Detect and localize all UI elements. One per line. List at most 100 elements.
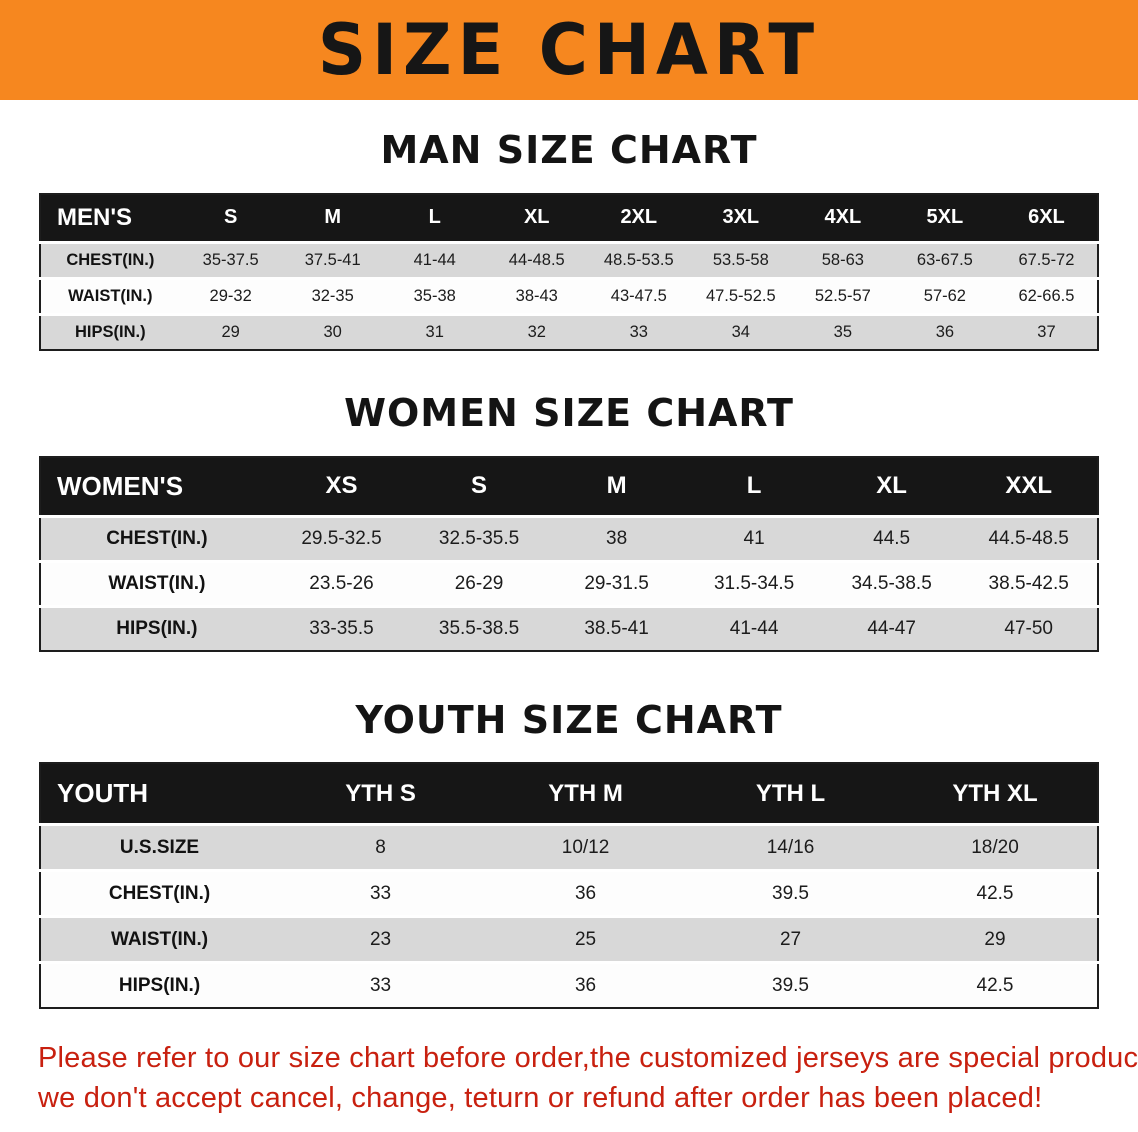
men-size-header-cell: 2XL	[620, 206, 658, 229]
size-value-cell: 33	[629, 322, 648, 341]
size-value-cell: 29-32	[209, 286, 252, 305]
page-title: SIZE CHART	[317, 8, 821, 91]
women-measure-row: WAIST(IN.) 23.5-26 26-29 29-31.5 31.5-34.5 34…	[40, 561, 1098, 607]
youth-measure-row: CHEST(IN.) 33 36 39.5 42.5	[40, 870, 1098, 917]
youth-size-header-cell: YTH M	[548, 779, 623, 807]
measure-label-cell: CHEST(IN.)	[66, 250, 155, 269]
youth-measure-row: HIPS(IN.) 33 36 39.5 42.5	[40, 962, 1098, 1009]
measure-label-cell: CHEST(IN.)	[106, 527, 208, 549]
measure-label-cell: WAIST(IN.)	[108, 572, 206, 594]
women-size-header-cell: XS	[325, 472, 358, 500]
men-size-header-cell: 6XL	[1028, 206, 1065, 229]
size-value-cell: 31.5-34.5	[713, 572, 795, 594]
measure-label-cell: HIPS(IN.)	[75, 322, 146, 341]
size-value-cell: 29	[984, 928, 1006, 950]
youth-size-chart-section: YOUTH SIZE CHART YOUTH YTH S YTH M YTH L YTH…	[0, 697, 1138, 1010]
youth-size-header-cell: YTH S	[345, 779, 416, 807]
youth-header-row: YOUTH YTH S YTH M YTH L YTH XL	[40, 763, 1098, 825]
youth-measure-row: WAIST(IN.) 23 25 27 29	[40, 916, 1098, 963]
size-value-cell: 63-67.5	[916, 250, 973, 269]
men-size-header-cell: 3XL	[722, 206, 760, 229]
size-value-cell: 32	[527, 322, 546, 341]
women-measure-row: HIPS(IN.) 33-35.5 35.5-38.5 38.5-41 41-44 44-…	[40, 606, 1098, 651]
men-measure-row: CHEST(IN.) 35-37.5 37.5-41 41-44 44-48.5 48.5…	[40, 242, 1098, 279]
size-value-cell: 48.5-53.5	[603, 250, 674, 269]
size-value-cell: 10/12	[561, 836, 610, 858]
youth-size-table: YOUTH YTH S YTH M YTH L YTH XL U.S.SIZE 8 10/12…	[39, 762, 1099, 1010]
size-value-cell: 53.5-58	[712, 250, 769, 269]
measure-label-cell: HIPS(IN.)	[118, 974, 201, 996]
size-value-cell: 44.5	[873, 527, 911, 549]
size-value-cell: 35.5-38.5	[438, 617, 520, 639]
size-value-cell: 34.5-38.5	[851, 572, 932, 594]
size-value-cell: 35-37.5	[202, 250, 259, 269]
men-size-header-cell: M	[324, 206, 342, 229]
size-value-cell: 39.5	[772, 882, 809, 904]
men-size-header-cell: XL	[523, 206, 550, 229]
disclaimer-line-2: we don't accept cancel, change, teturn o…	[38, 1081, 1043, 1114]
size-value-cell: 37	[1037, 322, 1056, 341]
size-value-cell: 62-66.5	[1018, 286, 1075, 305]
size-value-cell: 52.5-57	[814, 286, 871, 305]
size-value-cell: 29.5-32.5	[301, 527, 382, 549]
youth-size-header-cell: YTH L	[755, 779, 826, 807]
men-size-header-cell: S	[223, 206, 238, 229]
size-value-cell: 47-50	[1004, 617, 1053, 639]
size-value-cell: 33	[369, 882, 392, 904]
men-size-chart-section: MAN SIZE CHART MEN'S S M L XL 2XL 3XL 4XL 5XL 6XL…	[0, 128, 1138, 351]
women-size-header-cell: XL	[876, 472, 907, 500]
size-value-cell: 44-47	[867, 617, 916, 639]
measure-label-cell: HIPS(IN.)	[116, 617, 198, 639]
size-value-cell: 23.5-26	[309, 572, 374, 594]
men-chart-heading: MAN SIZE CHART	[380, 128, 758, 172]
measure-label-cell: WAIST(IN.)	[68, 286, 153, 305]
size-value-cell: 8	[375, 836, 386, 858]
size-value-cell: 37.5-41	[304, 250, 361, 269]
banner: SIZE CHART	[0, 0, 1138, 100]
men-size-header-cell: 5XL	[926, 206, 964, 229]
size-value-cell: 33	[369, 974, 392, 996]
size-value-cell: 26-29	[454, 572, 504, 594]
size-value-cell: 35-38	[413, 286, 456, 305]
women-size-chart-section: WOMEN SIZE CHART WOMEN'S XS S M L XL XXL CHEST(…	[0, 392, 1138, 652]
size-value-cell: 36	[574, 882, 597, 904]
women-size-header-cell: S	[471, 472, 488, 500]
size-value-cell: 58-63	[821, 250, 864, 269]
size-value-cell: 30	[323, 322, 342, 341]
men-size-header-cell: L	[428, 206, 441, 229]
size-value-cell: 43-47.5	[610, 286, 667, 305]
men-measure-row: HIPS(IN.) 29 30 31 32 33 34 35 36 37	[40, 314, 1098, 350]
size-value-cell: 67.5-72	[1018, 250, 1075, 269]
size-value-cell: 29-31.5	[584, 572, 649, 594]
size-value-cell: 42.5	[976, 882, 1014, 904]
women-table-title-cell: WOMEN'S	[57, 470, 184, 501]
women-header-row: WOMEN'S XS S M L XL XXL	[40, 456, 1098, 517]
size-value-cell: 36	[935, 322, 955, 341]
disclaimer-line-1: Please refer to our size chart before or…	[38, 1042, 1138, 1075]
size-value-cell: 42.5	[976, 974, 1014, 996]
size-value-cell: 38.5-42.5	[988, 572, 1069, 594]
youth-measure-row: U.S.SIZE 8 10/12 14/16 18/20	[40, 824, 1098, 871]
men-table-title-cell: MEN'S	[57, 203, 133, 231]
measure-label-cell: WAIST(IN.)	[110, 928, 209, 950]
size-value-cell: 38.5-41	[584, 617, 649, 639]
size-value-cell: 36	[574, 974, 597, 996]
size-value-cell: 57-62	[923, 286, 966, 305]
size-value-cell: 44-48.5	[508, 250, 565, 269]
size-value-cell: 47.5-52.5	[705, 286, 776, 305]
size-value-cell: 32-35	[311, 286, 354, 305]
size-value-cell: 31	[425, 322, 444, 341]
charts-container: MAN SIZE CHART MEN'S S M L XL 2XL 3XL 4XL 5XL 6XL…	[0, 128, 1138, 1010]
size-value-cell: 14/16	[766, 836, 815, 858]
disclaimer: Please refer to our size chart before or…	[38, 1039, 1138, 1117]
men-size-header-cell: 4XL	[824, 206, 862, 229]
youth-chart-heading: YOUTH SIZE CHART	[355, 697, 783, 742]
women-size-header-cell: XXL	[1005, 472, 1053, 500]
measure-label-cell: CHEST(IN.)	[108, 882, 211, 904]
size-value-cell: 39.5	[772, 974, 809, 996]
size-value-cell: 35	[833, 322, 853, 341]
size-value-cell: 44.5-48.5	[988, 527, 1069, 549]
size-value-cell: 27	[779, 928, 802, 950]
women-measure-row: CHEST(IN.) 29.5-32.5 32.5-35.5 38 41 44.5 44.5…	[40, 516, 1098, 562]
